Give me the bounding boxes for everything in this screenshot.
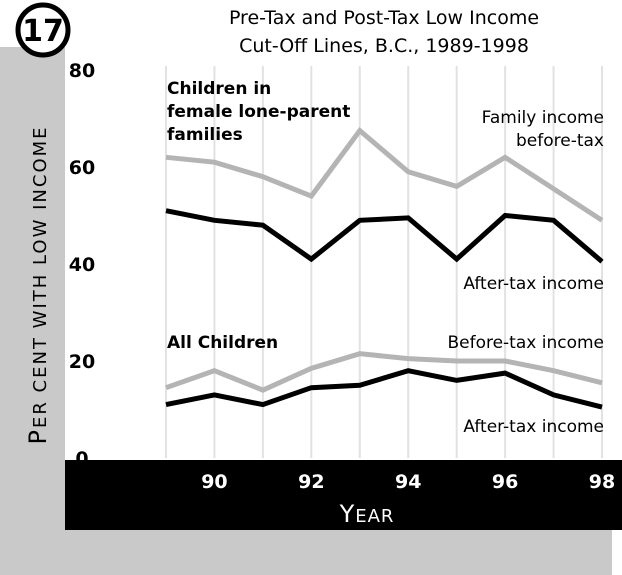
series-labels: Children in female lone-parent families All… [167,79,604,437]
data-series [165,126,604,410]
y-tick-label: 40 [69,254,95,276]
x-tick-labels: 90 92 94 96 98 [201,471,615,493]
series-line-3 [165,351,603,393]
chart-title-line-1: Pre-Tax and Post-Tax Low Income [229,7,539,29]
y-axis-label: PER CENT WITH LOW INCOME [24,125,52,444]
x-tick-label: 92 [298,471,324,493]
x-axis-label: YEAR [339,500,395,528]
figure-badge: 17 [15,2,71,58]
y-tick-label: 80 [69,60,95,82]
series-label: After-tax income [463,417,604,437]
series-line-4 [165,368,603,410]
x-axis-label-rest: EAR [355,506,394,527]
group-label: female lone-parent [167,102,350,122]
x-tick-label: 90 [201,471,227,493]
group-label: All Children [167,333,278,353]
x-tick-label: 98 [589,471,615,493]
chart-title-line-2: Cut-Off Lines, B.C., 1989-1998 [239,35,529,57]
y-axis-label-rest: ER CENT WITH LOW INCOME [30,125,51,428]
x-tick-label: 94 [395,471,421,493]
y-tick-label: 60 [69,157,95,179]
badge-number: 17 [22,14,64,49]
y-tick-label: 0 [75,448,88,470]
x-axis-label-initial: Y [339,500,356,528]
series-label: before-tax [516,131,604,151]
plot-area [65,0,622,460]
series-label: Before-tax income [447,333,604,353]
series-line-1 [165,126,604,223]
x-axis-band [65,460,622,530]
y-axis-label-initial: P [24,428,52,444]
badge-circle [15,2,71,58]
group-label: Children in [167,79,271,99]
series-label: After-tax income [463,274,604,294]
y-tick-label: 20 [69,351,95,373]
y-tick-labels: 0 20 40 60 80 [69,60,95,470]
series-line-2 [165,208,604,264]
group-label: families [167,125,243,145]
x-tick-label: 96 [492,471,518,493]
series-label: Family income [482,108,604,128]
